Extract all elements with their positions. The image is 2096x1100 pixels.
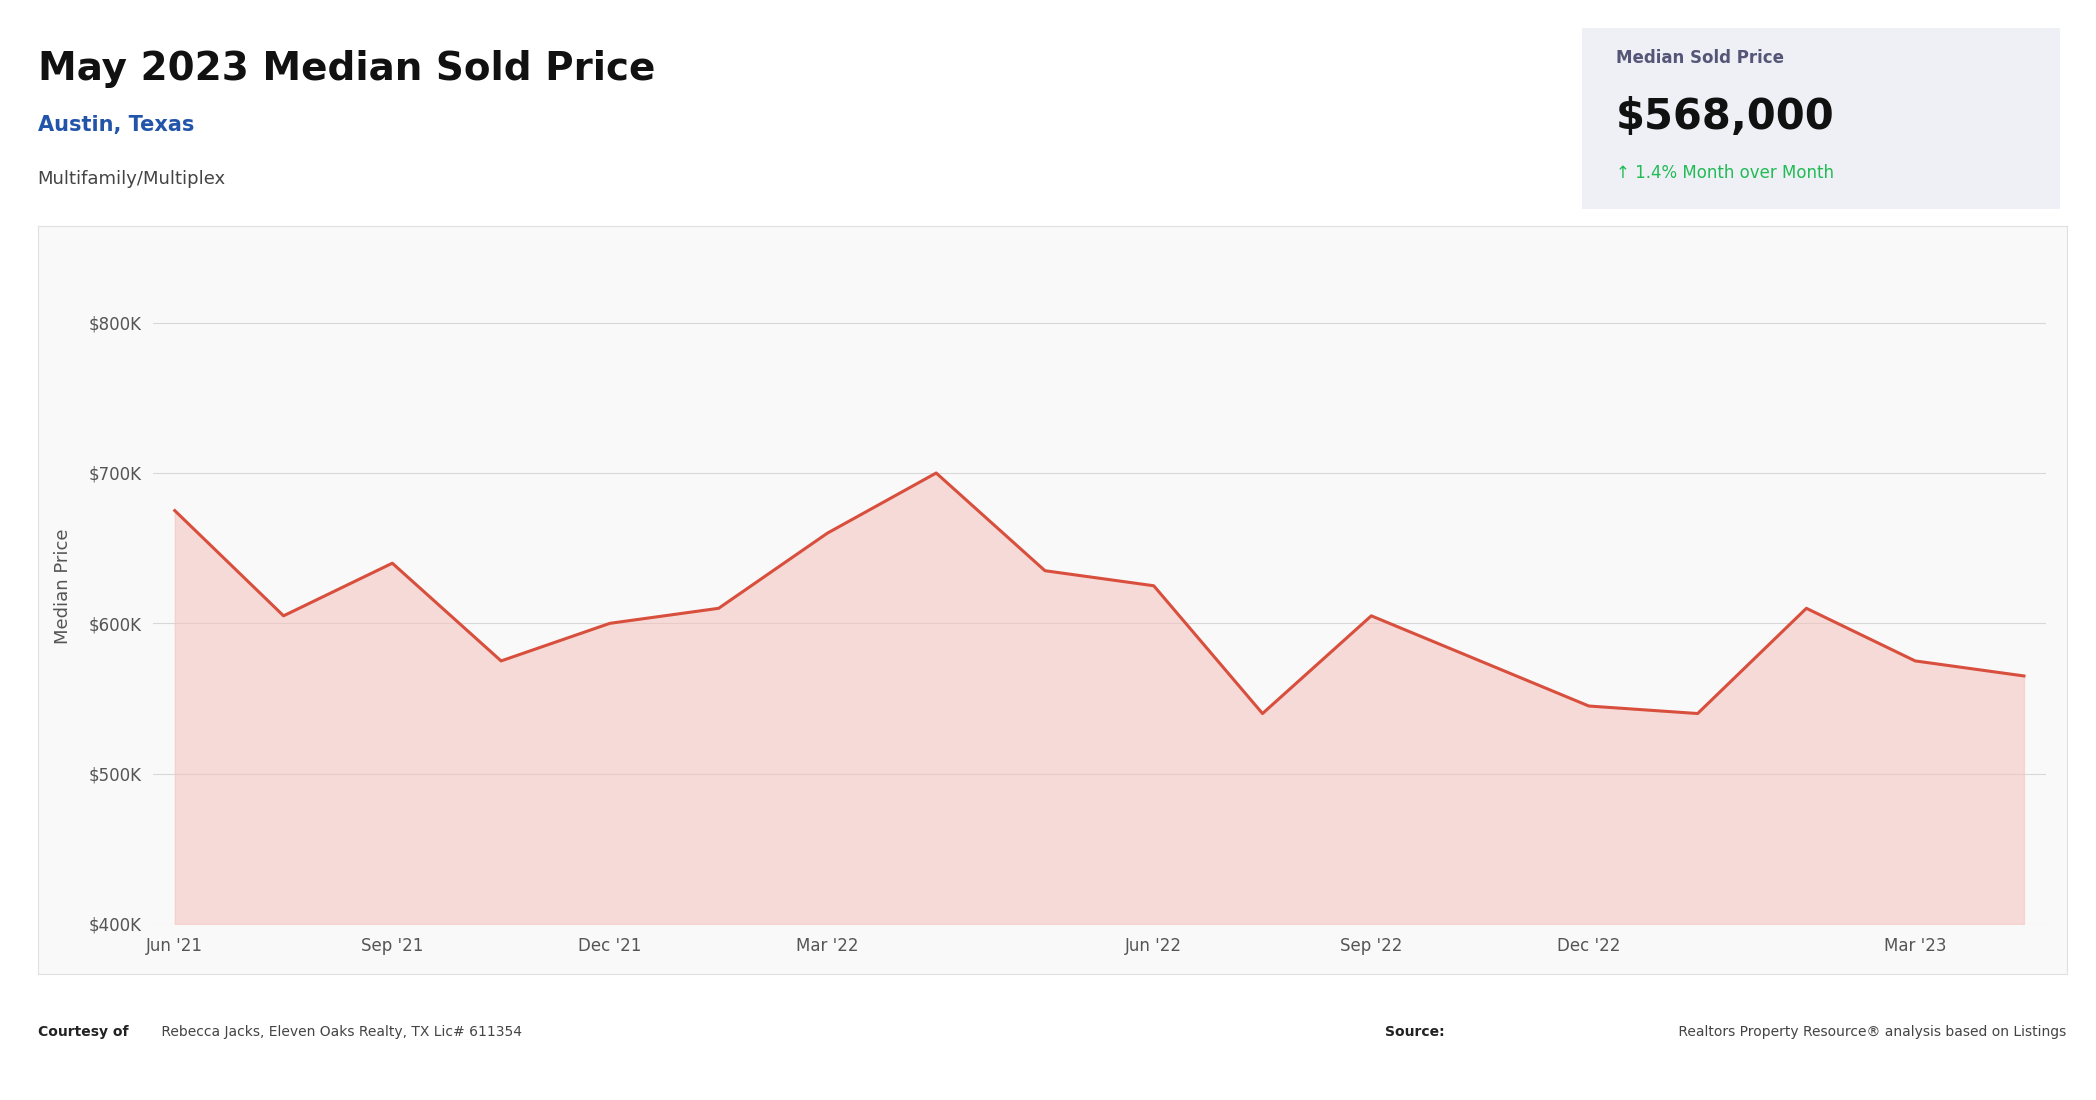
- Text: Median Sold Price: Median Sold Price: [1616, 50, 1784, 67]
- Text: $568,000: $568,000: [1616, 97, 1834, 139]
- Text: ↑ 1.4% Month over Month: ↑ 1.4% Month over Month: [1616, 164, 1834, 182]
- Y-axis label: Median Price: Median Price: [54, 528, 71, 644]
- Text: Courtesy of: Courtesy of: [38, 1025, 128, 1040]
- Text: Rebecca Jacks, Eleven Oaks Realty, TX Lic# 611354: Rebecca Jacks, Eleven Oaks Realty, TX Li…: [157, 1025, 522, 1040]
- Text: May 2023 Median Sold Price: May 2023 Median Sold Price: [38, 50, 656, 88]
- Text: Austin, Texas: Austin, Texas: [38, 116, 195, 135]
- Text: Multifamily/Multiplex: Multifamily/Multiplex: [38, 170, 226, 188]
- Text: Realtors Property Resource® analysis based on Listings: Realtors Property Resource® analysis bas…: [1675, 1025, 2067, 1040]
- Text: Source:: Source:: [1385, 1025, 1444, 1040]
